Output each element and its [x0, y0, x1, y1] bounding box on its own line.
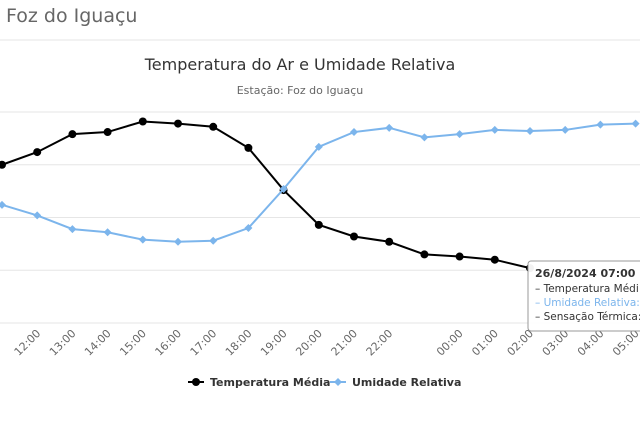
data-point: [138, 117, 147, 126]
data-point: [526, 126, 534, 135]
data-point: [385, 237, 394, 246]
legend-symbol: [334, 378, 342, 386]
data-point: [490, 255, 499, 264]
tooltip-title: 26/8/2024 07:00 h: [535, 267, 640, 280]
data-point: [350, 232, 358, 241]
chart-subtitle: Estação: Foz do Iguaçu: [237, 84, 364, 97]
data-point: [279, 185, 288, 194]
data-point: [138, 235, 147, 244]
data-point: [420, 250, 429, 259]
data-point: [314, 142, 323, 151]
data-point: [33, 148, 42, 157]
tooltip: 26/8/2024 07:00 h – Temperatura Médi – Umi…: [527, 260, 640, 332]
data-point: [561, 125, 570, 134]
tooltip-line: – Temperatura Médi: [535, 283, 639, 295]
data-point: [455, 252, 464, 261]
data-point: [103, 128, 112, 137]
data-point: [455, 130, 464, 139]
data-point: [33, 211, 42, 220]
data-point: [0, 160, 6, 169]
data-point: [209, 122, 218, 131]
data-point: [350, 128, 358, 137]
data-point: [596, 120, 605, 129]
chart-title: Temperatura do Ar e Umidade Relativa: [144, 55, 456, 74]
tooltip-line: – Umidade Relativa:: [535, 297, 640, 309]
data-point: [103, 228, 112, 237]
tooltip-box: [527, 260, 640, 332]
data-point: [314, 220, 323, 229]
legend-symbol: [192, 378, 200, 386]
series-line: [1, 120, 531, 270]
legend-label: Umidade Relativa: [352, 376, 461, 389]
data-point: [420, 133, 429, 142]
data-point: [174, 237, 182, 246]
data-point: [0, 200, 6, 209]
tooltip-line: – Sensação Térmica:: [535, 311, 640, 323]
data-point: [631, 119, 640, 128]
legend-label: Temperatura Média: [210, 376, 330, 389]
data-point: [68, 130, 77, 139]
data-point: [209, 236, 218, 245]
data-point: [68, 225, 77, 234]
legend: Temperatura Média Umidade Relativa: [188, 376, 461, 389]
data-point: [244, 143, 253, 152]
data-point: [385, 123, 394, 132]
data-point: [174, 119, 182, 128]
data-point: [244, 224, 253, 233]
data-point: [490, 125, 499, 134]
page-title: Foz do Iguaçu: [6, 5, 137, 27]
